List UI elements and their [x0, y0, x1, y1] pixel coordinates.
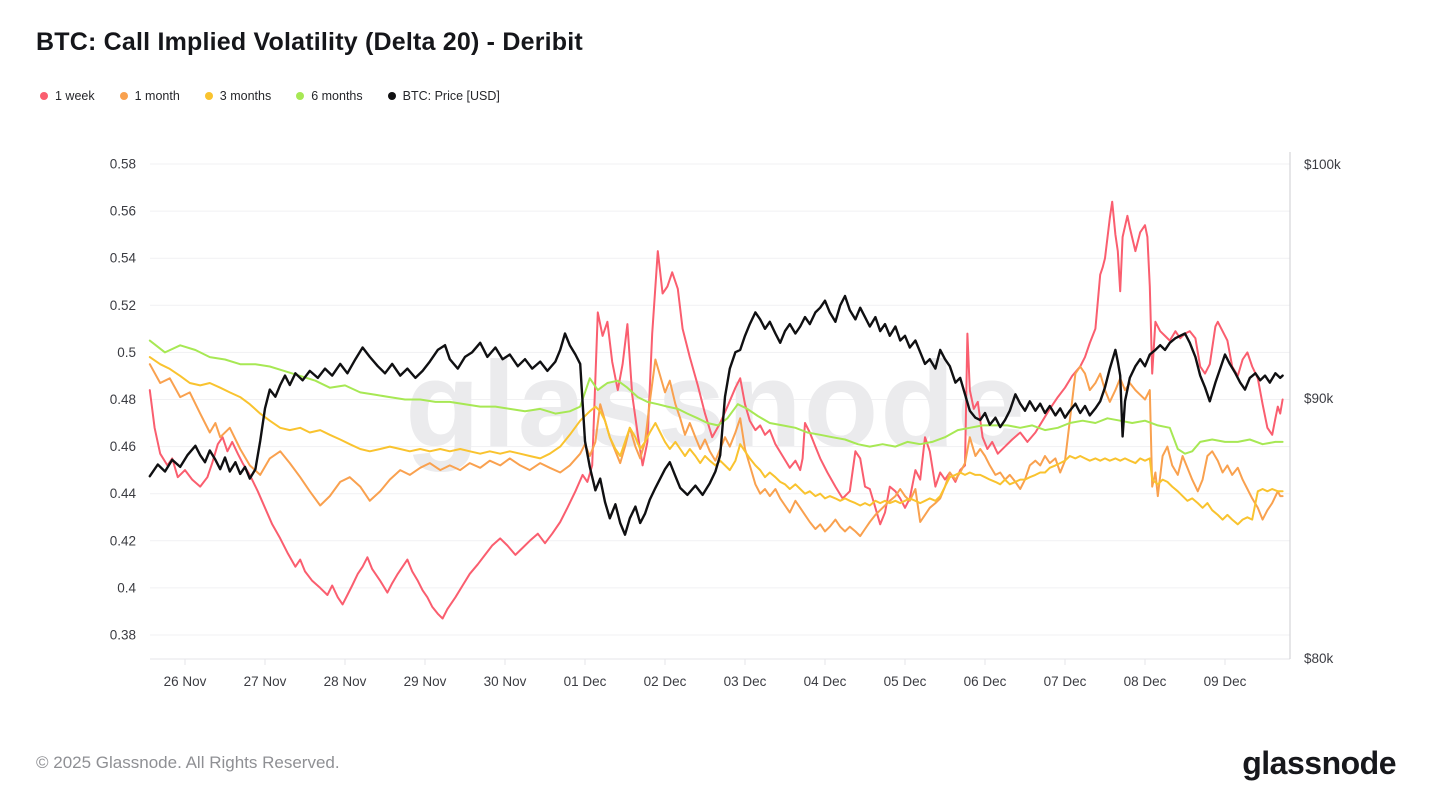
x-tick-label: 01 Dec: [564, 674, 607, 689]
x-tick-label: 07 Dec: [1044, 674, 1087, 689]
y-right-tick-label: $100k: [1304, 157, 1341, 172]
series-line-1-month[interactable]: [148, 358, 1284, 538]
y-left-tick-label: 0.42: [110, 533, 136, 548]
y-left-tick-label: 0.54: [110, 251, 137, 266]
legend-item-6-months[interactable]: 6 months: [296, 89, 363, 103]
legend-item-3-months[interactable]: 3 months: [204, 89, 272, 103]
x-tick-label: 26 Nov: [164, 674, 207, 689]
legend-item-1-week[interactable]: 1 week: [40, 89, 95, 103]
x-tick-label: 28 Nov: [324, 674, 367, 689]
x-tick-label: 30 Nov: [484, 674, 527, 689]
y-left-tick-label: 0.5: [117, 345, 136, 360]
legend-label: 1 week: [55, 89, 95, 103]
page-title: BTC: Call Implied Volatility (Delta 20) …: [36, 28, 583, 56]
legend-item-btc-price-usd[interactable]: BTC: Price [USD]: [387, 89, 500, 103]
y-left-tick-label: 0.4: [117, 580, 136, 595]
y-left-tick-label: 0.48: [110, 392, 136, 407]
x-tick-label: 03 Dec: [724, 674, 767, 689]
x-tick-label: 04 Dec: [804, 674, 847, 689]
legend-label: 6 months: [311, 89, 363, 103]
x-tick-label: 02 Dec: [644, 674, 687, 689]
x-tick-label: 08 Dec: [1124, 674, 1167, 689]
y-left-tick-label: 0.44: [110, 486, 137, 501]
chart-legend: 1 week 1 month 3 months 6 months BTC: Price …: [40, 89, 500, 103]
series-line-3-months[interactable]: [148, 356, 1284, 526]
legend-dot-btc-price-usd: [387, 92, 396, 100]
glassnode-logo: glassnode: [1242, 745, 1396, 781]
watermark-text: glassnode: [405, 336, 1026, 472]
legend-dot-6-months: [296, 92, 305, 100]
y-left-tick-label: 0.52: [110, 298, 136, 313]
y-left-tick-label: 0.56: [110, 204, 136, 219]
series-line-1-week[interactable]: [148, 200, 1284, 620]
legend-label: 1 month: [134, 89, 180, 103]
x-tick-label: 06 Dec: [964, 674, 1007, 689]
legend-label: BTC: Price [USD]: [402, 89, 500, 103]
x-tick-label: 27 Nov: [244, 674, 287, 689]
legend-dot-1-month: [119, 92, 128, 100]
x-tick-label: 29 Nov: [404, 674, 447, 689]
legend-label: 3 months: [219, 89, 272, 103]
x-tick-label: 09 Dec: [1204, 674, 1247, 689]
copyright-text: © 2025 Glassnode. All Rights Reserved.: [36, 753, 340, 772]
x-tick-label: 05 Dec: [884, 674, 927, 689]
y-left-tick-label: 0.46: [110, 439, 136, 454]
y-left-tick-label: 0.38: [110, 628, 136, 643]
y-right-tick-label: $80k: [1304, 651, 1334, 666]
series-line-btc-price-usd[interactable]: [148, 294, 1284, 536]
legend-dot-3-months: [204, 92, 213, 100]
y-left-tick-label: 0.58: [110, 157, 136, 172]
y-right-tick-label: $90k: [1304, 391, 1334, 406]
legend-dot-1-week: [40, 92, 48, 100]
series-line-6-months[interactable]: [148, 339, 1284, 455]
legend-item-1-month[interactable]: 1 month: [119, 89, 180, 103]
